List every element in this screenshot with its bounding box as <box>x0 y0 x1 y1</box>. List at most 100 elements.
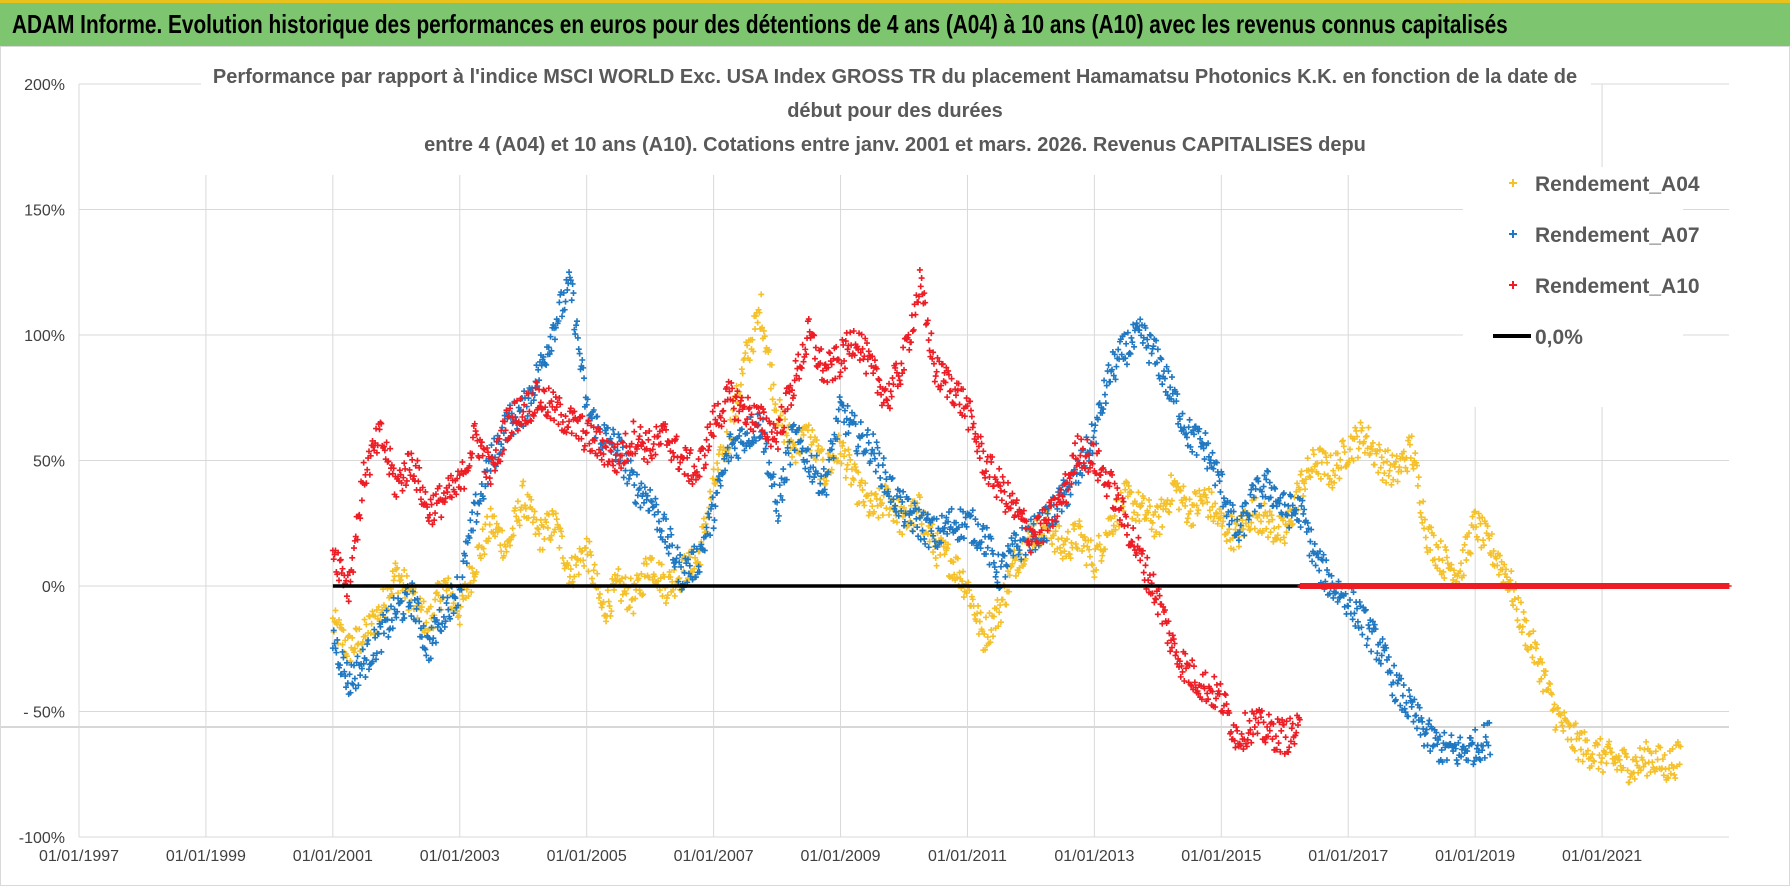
data-point <box>718 423 725 430</box>
data-point <box>1369 618 1376 625</box>
data-point <box>609 575 616 582</box>
data-point <box>987 639 994 646</box>
data-point <box>394 608 401 615</box>
data-point <box>1100 464 1107 471</box>
data-point <box>836 373 843 380</box>
data-point <box>1480 542 1487 549</box>
data-point <box>380 630 387 637</box>
data-point <box>901 504 907 511</box>
data-point <box>1302 476 1309 483</box>
data-point <box>861 353 868 360</box>
data-point <box>1217 680 1224 687</box>
data-point <box>618 465 625 472</box>
data-point <box>1380 459 1387 466</box>
data-point <box>1511 596 1518 603</box>
data-point <box>842 338 849 345</box>
data-point <box>1483 739 1490 746</box>
data-point <box>479 452 486 459</box>
data-point <box>877 496 884 503</box>
data-point <box>465 593 472 600</box>
data-point <box>389 568 396 575</box>
data-point <box>761 333 768 340</box>
data-point <box>980 448 987 455</box>
data-point <box>1488 552 1495 559</box>
data-point <box>1324 459 1331 466</box>
data-point <box>1012 572 1019 579</box>
data-point <box>1172 652 1179 659</box>
data-point <box>1203 494 1210 501</box>
data-point <box>1430 532 1437 539</box>
data-point <box>1262 509 1269 516</box>
data-point <box>869 446 876 453</box>
data-point <box>696 473 703 480</box>
data-point <box>813 437 820 444</box>
data-point <box>900 488 907 495</box>
data-point <box>427 655 434 662</box>
data-point <box>1362 606 1369 613</box>
data-point <box>950 559 957 566</box>
data-point <box>603 437 610 444</box>
data-point <box>982 474 989 481</box>
data-point <box>830 455 837 462</box>
data-point <box>1472 508 1479 515</box>
data-point <box>684 454 691 461</box>
data-point <box>351 645 358 652</box>
data-point <box>1154 611 1161 618</box>
data-point <box>1421 731 1428 738</box>
data-point <box>670 567 677 574</box>
data-point <box>491 461 498 468</box>
data-point <box>1037 520 1044 527</box>
data-point <box>1529 654 1536 661</box>
data-point <box>984 634 991 641</box>
data-point <box>1424 742 1431 749</box>
data-point <box>1413 462 1420 469</box>
data-point <box>1385 654 1392 661</box>
data-point <box>400 610 407 617</box>
data-point <box>1274 716 1281 723</box>
data-point <box>461 485 468 492</box>
data-point <box>355 640 362 647</box>
data-point <box>1665 775 1672 782</box>
data-point <box>732 413 739 420</box>
data-point <box>675 578 682 585</box>
data-point <box>819 367 826 374</box>
data-point <box>1296 486 1303 493</box>
data-point <box>930 549 937 556</box>
data-point <box>1182 502 1189 509</box>
data-point <box>1503 566 1509 573</box>
data-point <box>1591 758 1598 765</box>
data-point <box>1309 446 1316 453</box>
data-point <box>1546 680 1553 687</box>
data-point <box>1549 707 1556 714</box>
data-point <box>905 495 912 502</box>
data-point <box>1486 535 1493 542</box>
data-point <box>469 450 476 457</box>
data-point <box>804 458 811 465</box>
data-point <box>737 381 744 388</box>
data-point <box>1189 657 1196 664</box>
data-point <box>993 569 1000 576</box>
data-point <box>472 491 479 498</box>
data-point <box>628 440 635 447</box>
data-point <box>945 367 952 374</box>
data-point <box>332 645 339 652</box>
data-point <box>590 407 597 414</box>
data-point <box>653 501 660 508</box>
data-point <box>967 398 974 405</box>
data-point <box>412 462 419 469</box>
data-point <box>474 510 481 517</box>
data-point <box>914 524 921 531</box>
data-point <box>492 447 499 454</box>
data-point <box>788 402 795 409</box>
data-point <box>1514 617 1521 624</box>
data-point <box>464 467 471 474</box>
data-point <box>910 326 917 333</box>
data-point <box>805 422 812 429</box>
data-point <box>1140 334 1147 341</box>
data-point <box>369 658 376 665</box>
data-point <box>363 621 370 628</box>
data-point <box>615 431 622 438</box>
data-point <box>928 528 935 535</box>
data-point <box>1091 574 1098 581</box>
data-point <box>1114 485 1121 492</box>
